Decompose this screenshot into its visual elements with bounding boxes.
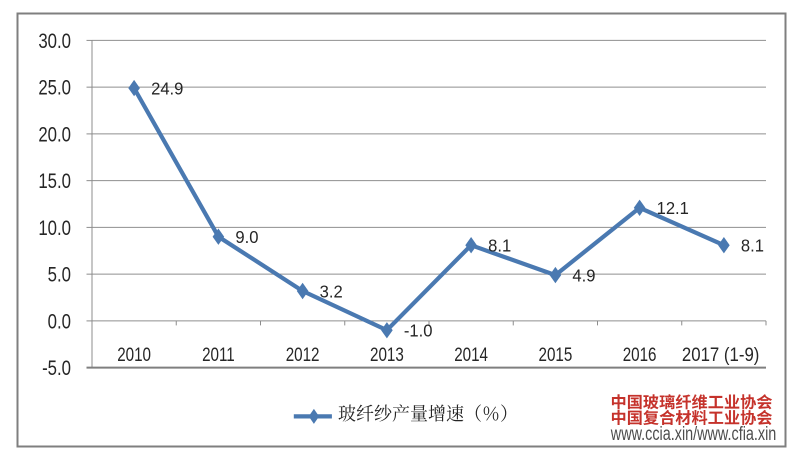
svg-text:10.0: 10.0 [38,217,71,240]
svg-text:www.ccia.xin/www.cfia.xin: www.ccia.xin/www.cfia.xin [610,424,776,445]
svg-text:2014: 2014 [454,343,488,365]
svg-text:5.0: 5.0 [48,264,71,287]
svg-text:2016: 2016 [623,343,657,365]
svg-text:8.1: 8.1 [741,236,764,255]
svg-text:24.9: 24.9 [151,79,183,98]
svg-text:4.9: 4.9 [572,266,595,285]
svg-text:20.0: 20.0 [38,124,71,147]
svg-text:3.2: 3.2 [320,282,343,301]
svg-text:9.0: 9.0 [235,228,258,247]
svg-text:2013: 2013 [370,343,404,365]
svg-text:2015: 2015 [539,343,573,365]
svg-text:2017 (1-9): 2017 (1-9) [682,343,760,365]
svg-text:8.1: 8.1 [488,236,511,255]
svg-text:2011: 2011 [202,343,235,365]
svg-text:15.0: 15.0 [38,170,71,193]
svg-text:2010: 2010 [117,343,151,365]
svg-text:25.0: 25.0 [38,77,71,100]
svg-text:-5.0: -5.0 [42,357,71,380]
svg-text:12.1: 12.1 [657,199,689,218]
svg-text:2012: 2012 [286,343,320,365]
svg-text:0.0: 0.0 [48,311,71,334]
svg-text:-1.0: -1.0 [404,321,433,340]
svg-text:30.0: 30.0 [38,30,71,53]
